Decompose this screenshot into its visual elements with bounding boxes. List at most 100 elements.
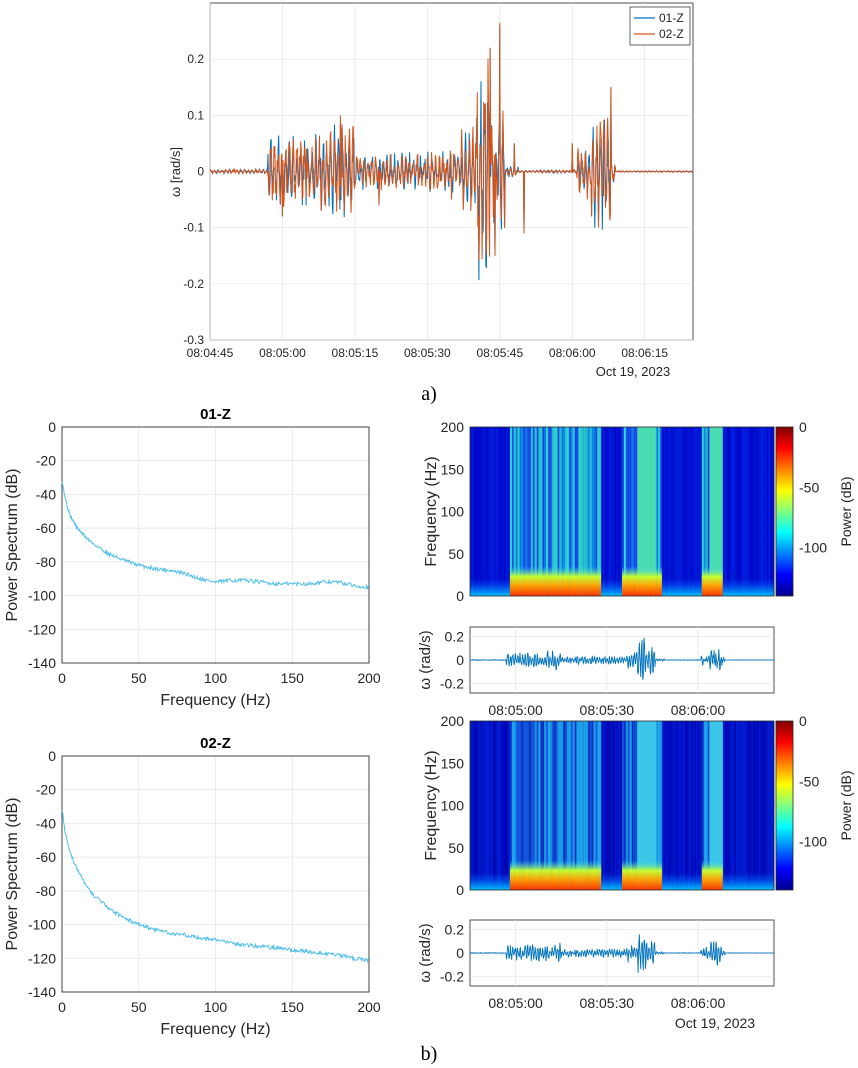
spectrogram-low-band	[737, 872, 741, 890]
spectrogram-low-band	[665, 872, 668, 890]
spectrogram-column	[553, 721, 556, 890]
spectrogram-low-band	[648, 566, 651, 596]
spectrogram-column	[650, 427, 653, 596]
y-tick-label: -0.3	[183, 333, 204, 347]
spectrogram-low-band	[661, 872, 665, 890]
spectrogram-column	[572, 427, 575, 596]
y-tick-label: 0	[456, 652, 464, 668]
spectrogram-low-band	[508, 872, 511, 890]
spectrogram-column	[506, 721, 509, 890]
spectrogram-low-band	[680, 578, 684, 596]
spectrogram-low-band	[620, 872, 623, 890]
spectrogram-column	[559, 721, 562, 890]
spectrogram-low-band	[584, 566, 587, 596]
panel-a-date-label: Oct 19, 2023	[596, 364, 670, 379]
spectrogram-column	[494, 427, 497, 596]
spectrogram-low-band	[711, 860, 714, 890]
plot-frame	[61, 426, 370, 664]
spectrogram-low-band	[622, 566, 625, 596]
spectrogram-column	[487, 427, 490, 596]
spectrogram-low-band	[513, 566, 516, 596]
spectrogram-low-band	[530, 860, 534, 890]
spectrogram-low-band	[559, 566, 562, 596]
spectrogram-column	[549, 721, 553, 890]
x-tick-label: 08:05:00	[488, 702, 543, 718]
spectrogram-column	[536, 721, 539, 890]
spectrogram-low-band	[734, 578, 737, 596]
spectrogram-low-band	[506, 578, 509, 596]
spectrogram-low-band	[492, 578, 496, 596]
spectrogram-column	[595, 721, 598, 890]
spectrogram-low-band	[614, 578, 617, 596]
colorbar-tick-label: 0	[799, 713, 807, 729]
spectrogram-column	[481, 721, 484, 890]
spectrogram-column	[637, 721, 640, 890]
spectrogram-column	[515, 427, 518, 596]
x-tick-label: 200	[357, 670, 381, 686]
spectrogram-low-band	[500, 872, 503, 890]
spectrogram-column	[559, 427, 562, 596]
spectrogram-low-band	[686, 872, 689, 890]
spectrogram-low-band	[519, 860, 522, 890]
spectrogram-low-band	[726, 578, 729, 596]
spectrogram-column	[604, 721, 608, 890]
spectrogram-column	[658, 427, 661, 596]
spectrogram-low-band	[532, 566, 535, 596]
spectrogram-low-band	[576, 566, 579, 596]
spectrogram-column	[616, 721, 619, 890]
spectrogram-column	[694, 721, 697, 890]
y-axis-label: Frequency (Hz)	[423, 750, 440, 860]
spectrogram-low-band	[570, 566, 573, 596]
spectrogram-column	[745, 427, 748, 596]
spectrogram-column	[485, 427, 488, 596]
waveform-line	[469, 934, 775, 973]
x-tick-label: 08:05:30	[404, 346, 451, 360]
spectrogram-column	[635, 721, 638, 890]
spectrogram-column	[639, 427, 642, 596]
y-tick-label: 100	[441, 798, 465, 814]
spectrogram-column	[682, 427, 686, 596]
psd-title: 02-Z	[200, 735, 231, 752]
spectrogram-low-band	[635, 566, 638, 596]
spectrogram-low-band	[532, 860, 535, 890]
spectrogram-low-band	[688, 578, 691, 596]
spectrogram-column	[722, 427, 725, 596]
spectrogram-low-band	[749, 578, 752, 596]
spectrogram-low-band	[715, 566, 718, 596]
x-tick-label: 08:05:00	[488, 995, 543, 1011]
spectrogram-low-band	[661, 578, 665, 596]
x-tick-label: 150	[281, 670, 305, 686]
spectrogram-low-band	[679, 872, 682, 890]
spectrogram-low-band	[509, 860, 513, 890]
spectrogram-column	[762, 721, 765, 890]
spectrogram-low-band	[722, 872, 725, 890]
spectrogram-low-band	[728, 872, 731, 890]
spectrogram-column	[475, 721, 478, 890]
spectrogram-column	[684, 427, 687, 596]
spectrogram-column	[523, 721, 526, 890]
y-axis-label: Power Spectrum (dB)	[4, 798, 21, 951]
spectrogram-column	[707, 721, 710, 890]
spectrogram-column	[500, 721, 503, 890]
spectrogram-low-band	[663, 872, 667, 890]
spectrogram-column	[614, 721, 617, 890]
spectrogram-column	[589, 721, 592, 890]
y-tick-label: -40	[36, 815, 56, 831]
spectrogram-column	[756, 427, 760, 596]
spectrogram-low-band	[502, 872, 505, 890]
spectrogram-column	[561, 427, 564, 596]
spectrogram-column	[720, 721, 724, 890]
spectrogram-column	[593, 721, 596, 890]
spectrogram-column	[508, 427, 511, 596]
spectrogram-column	[703, 721, 706, 890]
spectrogram-low-band	[481, 872, 484, 890]
x-tick-label: 08:04:45	[187, 346, 234, 360]
spectrogram-column	[631, 721, 634, 890]
spectrogram-low-band	[572, 566, 575, 596]
spectrogram-column	[593, 427, 596, 596]
spectrogram-low-band	[749, 872, 752, 890]
spectrogram-low-band	[633, 566, 636, 596]
spectrogram-column	[580, 721, 583, 890]
spectrogram-column	[734, 721, 737, 890]
spectrogram-low-band	[589, 860, 592, 890]
